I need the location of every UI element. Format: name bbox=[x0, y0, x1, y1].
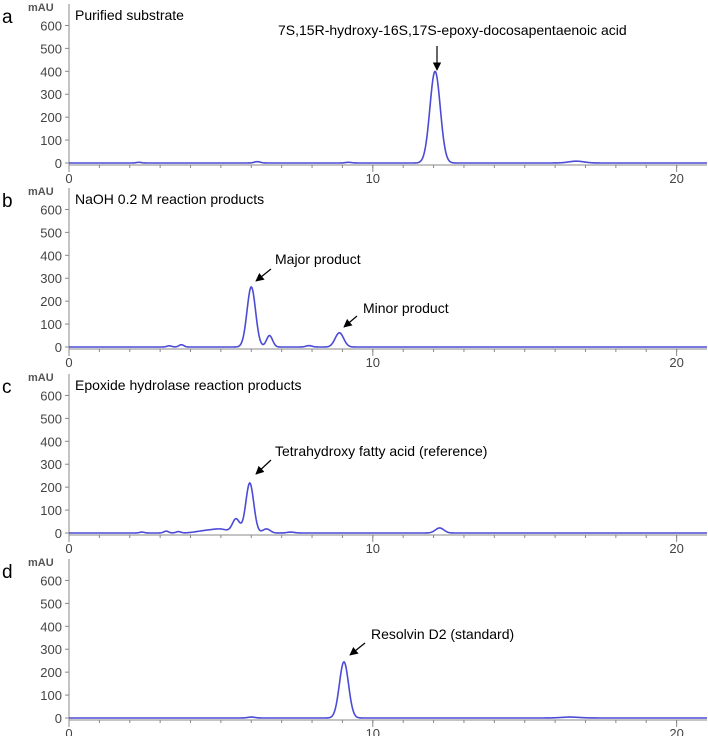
y-tick-label: 200 bbox=[40, 480, 62, 495]
y-tick-label: 600 bbox=[40, 388, 62, 403]
y-tick-label: 400 bbox=[40, 619, 62, 634]
panel-title: Epoxide hydrolase reaction products bbox=[75, 377, 301, 393]
x-tick-label: 10 bbox=[366, 541, 380, 556]
y-tick-label: 100 bbox=[40, 503, 62, 518]
chart-panel-d: d mAU 0 100 200 300 400 500 600 0 10 20 Resolvin D2 … bbox=[2, 557, 707, 736]
x-tick-label: 10 bbox=[366, 171, 380, 186]
y-tick-label: 500 bbox=[40, 411, 62, 426]
y-tick-label: 100 bbox=[40, 133, 62, 148]
x-tick-label: 20 bbox=[669, 171, 683, 186]
x-tick-label: 0 bbox=[65, 171, 72, 186]
y-tick-label: 500 bbox=[40, 596, 62, 611]
x-tick-label: 0 bbox=[65, 726, 72, 736]
chromatogram-trace bbox=[69, 660, 707, 719]
x-tick-label: 20 bbox=[669, 355, 683, 370]
y-tick-label: 0 bbox=[55, 156, 62, 171]
y-tick-label: 100 bbox=[40, 688, 62, 703]
y-tick-label: 200 bbox=[40, 665, 62, 680]
y-tick-label: 300 bbox=[40, 87, 62, 102]
y-tick-label: 600 bbox=[40, 18, 62, 33]
x-tick-label: 10 bbox=[366, 355, 380, 370]
y-axis-label: mAU bbox=[28, 2, 54, 14]
y-tick-label: 600 bbox=[40, 202, 62, 217]
y-tick-label: 0 bbox=[55, 340, 62, 355]
x-tick-label: 0 bbox=[65, 355, 72, 370]
peak-annotation: Major product bbox=[275, 251, 361, 267]
x-tick-label: 10 bbox=[366, 726, 380, 736]
y-tick-label: 500 bbox=[40, 41, 62, 56]
x-tick-label: 0 bbox=[65, 541, 72, 556]
y-tick-label: 300 bbox=[40, 271, 62, 286]
y-axis-label: mAU bbox=[28, 557, 54, 569]
y-axis-label: mAU bbox=[28, 186, 54, 198]
peak-annotation: Tetrahydroxy fatty acid (reference) bbox=[275, 443, 487, 459]
annotation-arrow bbox=[255, 268, 272, 282]
x-tick-label: 20 bbox=[669, 726, 683, 736]
chromatogram-trace bbox=[69, 70, 707, 164]
y-tick-label: 400 bbox=[40, 248, 62, 263]
panel-letter: c bbox=[2, 377, 12, 398]
y-tick-label: 300 bbox=[40, 642, 62, 657]
y-tick-label: 300 bbox=[40, 457, 62, 472]
annotation-arrow bbox=[255, 459, 272, 475]
y-axis-label: mAU bbox=[28, 372, 54, 384]
y-tick-label: 400 bbox=[40, 64, 62, 79]
y-tick-label: 0 bbox=[55, 711, 62, 726]
y-tick-label: 0 bbox=[55, 526, 62, 541]
panel-letter: d bbox=[2, 562, 13, 583]
peak-annotation: Minor product bbox=[363, 300, 449, 316]
panel-letter: b bbox=[2, 191, 13, 212]
y-tick-label: 100 bbox=[40, 317, 62, 332]
peak-annotation: 7S,15R-hydroxy-16S,17S-epoxy-docosapenta… bbox=[278, 22, 627, 38]
x-tick-label: 20 bbox=[669, 541, 683, 556]
panel-letter: a bbox=[2, 7, 13, 28]
chromatogram-trace bbox=[69, 285, 707, 348]
chromatogram-trace bbox=[69, 481, 707, 534]
chart-panel-b: b mAU 0 100 200 300 400 500 600 0 10 20 NaOH 0.2 M r… bbox=[2, 186, 707, 370]
annotation-arrow bbox=[343, 315, 358, 328]
chart-panel-a: a mAU 0 100 200 300 400 500 600 0 10 20 Purified sub… bbox=[2, 2, 707, 186]
y-tick-label: 500 bbox=[40, 225, 62, 240]
panel-title: Purified substrate bbox=[75, 7, 184, 23]
chart-panel-c: c mAU 0 100 200 300 400 500 600 0 10 20 Epoxide hydr… bbox=[2, 372, 707, 556]
y-tick-label: 600 bbox=[40, 573, 62, 588]
y-tick-label: 200 bbox=[40, 110, 62, 125]
panel-title: NaOH 0.2 M reaction products bbox=[75, 191, 264, 207]
peak-annotation: Resolvin D2 (standard) bbox=[371, 626, 514, 642]
annotation-arrow bbox=[349, 642, 366, 656]
y-tick-label: 200 bbox=[40, 294, 62, 309]
y-tick-label: 400 bbox=[40, 434, 62, 449]
